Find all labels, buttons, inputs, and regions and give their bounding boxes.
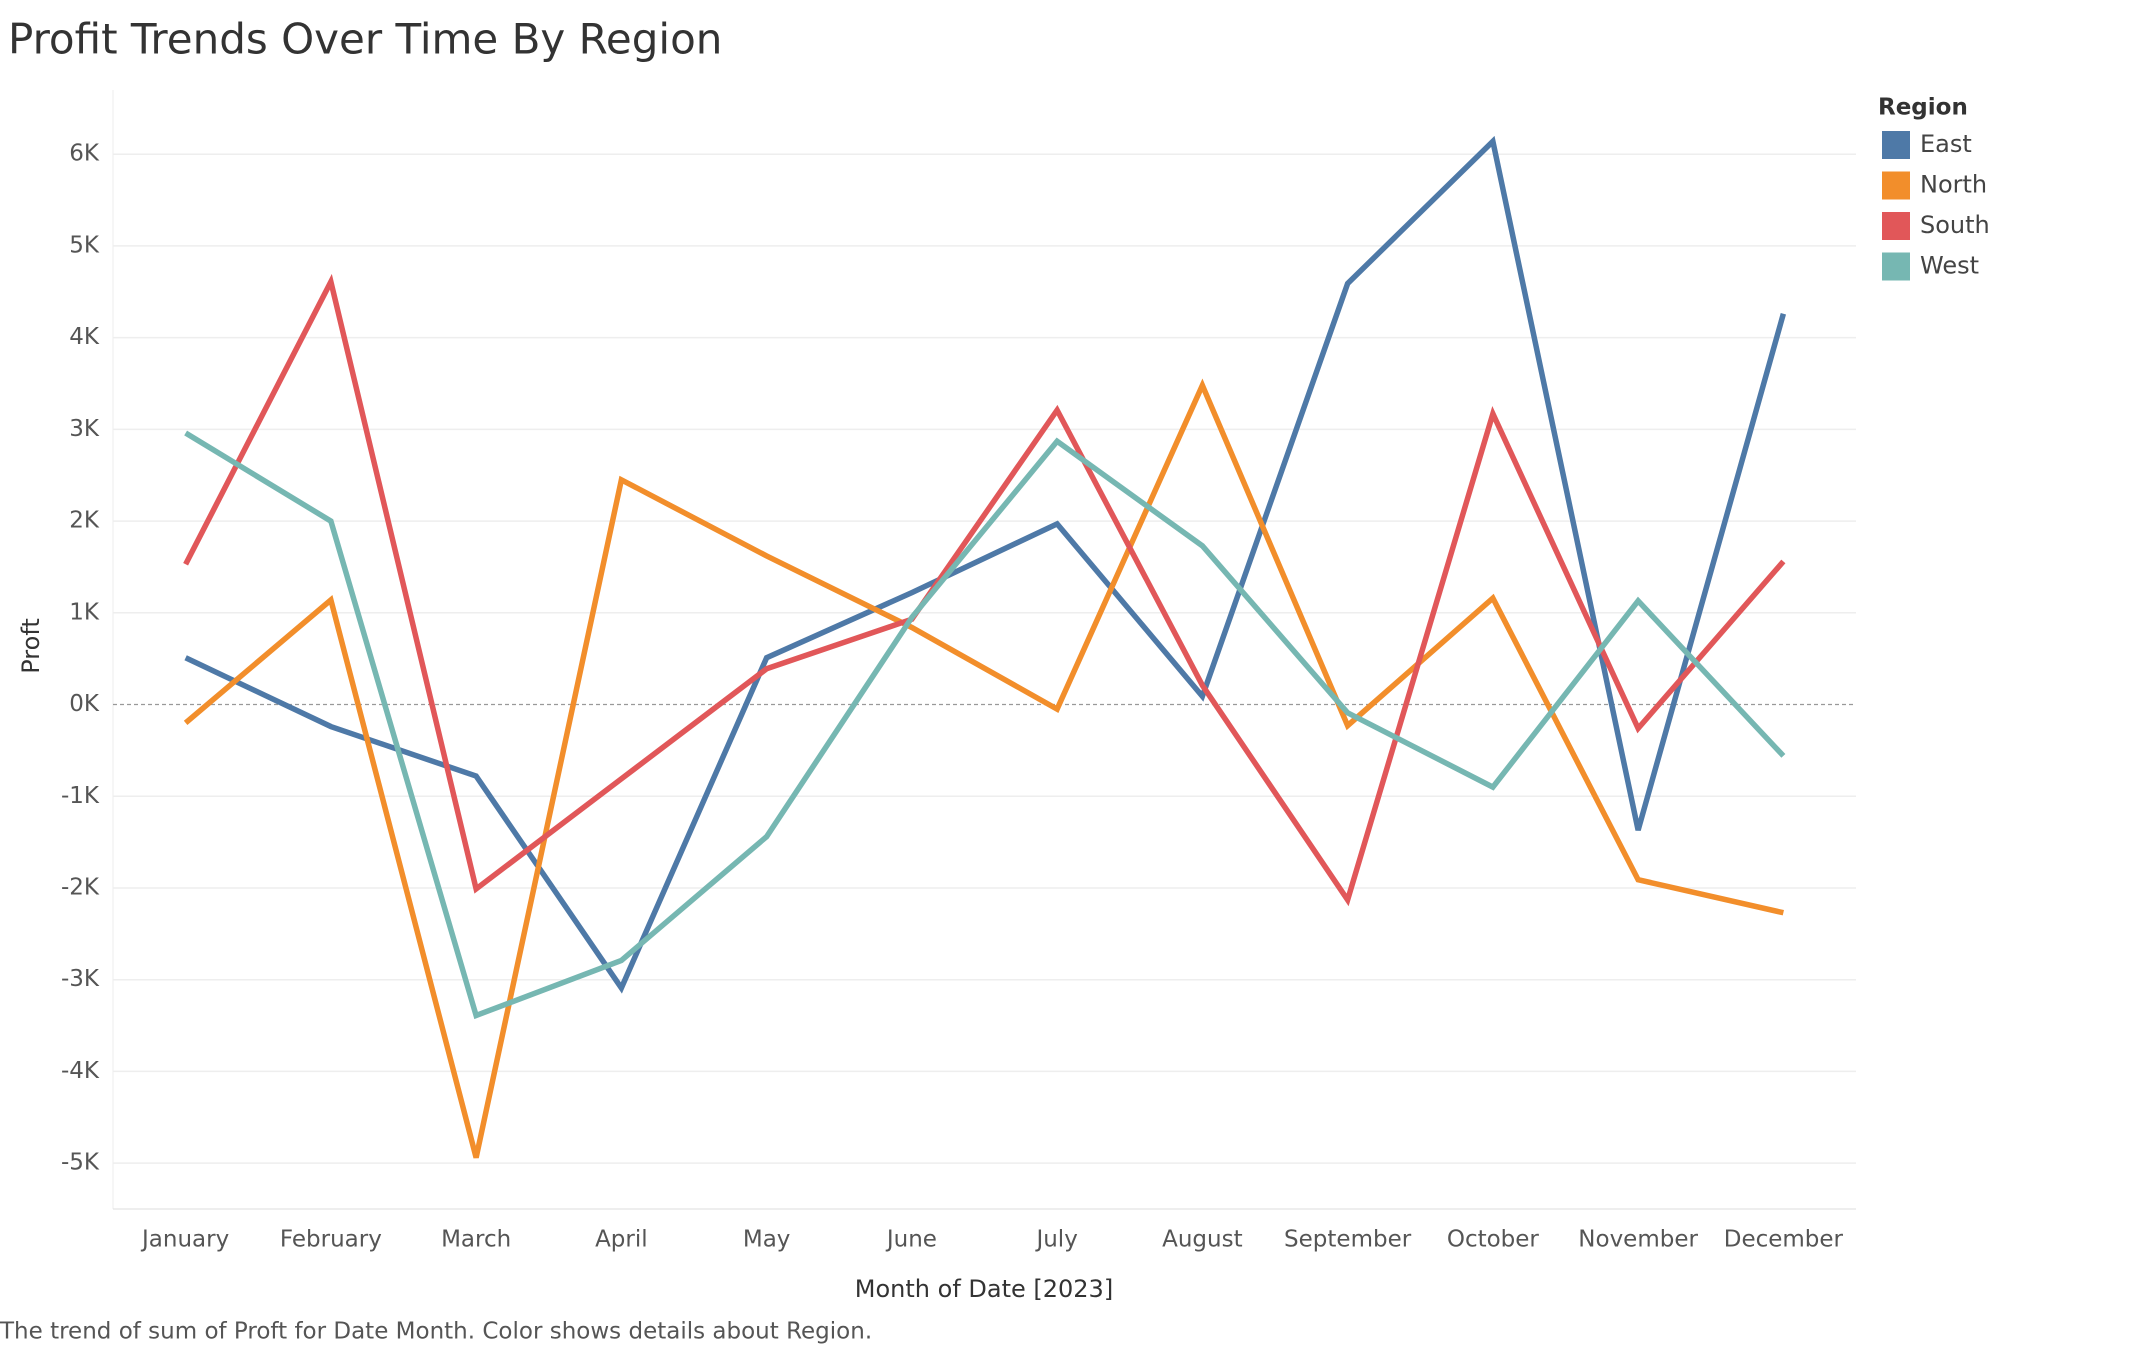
x-tick-label: January: [140, 1227, 229, 1253]
y-tick-label: -1K: [61, 783, 100, 809]
y-tick-label: 4K: [69, 324, 100, 350]
y-tick-label: -2K: [61, 874, 100, 900]
x-tick-label: July: [1034, 1227, 1077, 1253]
chart-title: Profit Trends Over Time By Region: [8, 15, 722, 64]
legend-swatch: [1882, 212, 1910, 240]
x-axis-label: Month of Date [2023]: [855, 1275, 1113, 1303]
y-tick-label: 3K: [69, 416, 100, 442]
x-tick-label: September: [1284, 1227, 1412, 1253]
y-tick-label: 1K: [69, 599, 100, 625]
legend-label: North: [1920, 171, 1987, 199]
y-tick-label: 0K: [69, 691, 100, 717]
legend-swatch: [1882, 171, 1910, 200]
y-tick-label: -4K: [61, 1058, 100, 1084]
x-tick-label: May: [743, 1227, 791, 1253]
y-tick-label: -3K: [61, 966, 100, 992]
legend-title: Region: [1878, 95, 1968, 121]
legend-swatch: [1882, 252, 1910, 281]
line-series: [184, 135, 1787, 994]
x-tick-label: August: [1162, 1227, 1243, 1253]
caption: The trend of sum of Proft for Date Month…: [0, 1319, 872, 1345]
legend-label: West: [1920, 252, 1979, 280]
line-series: [184, 430, 1786, 1020]
x-tick-label: November: [1578, 1227, 1698, 1253]
line-series: [183, 273, 1786, 907]
y-tick-label: 5K: [69, 232, 100, 258]
line-series: [183, 378, 1784, 1159]
legend-label: South: [1920, 211, 1990, 239]
x-tick-label: October: [1447, 1227, 1540, 1253]
x-tick-label: April: [595, 1227, 648, 1253]
x-tick-label: June: [885, 1227, 937, 1253]
x-tick-label: March: [441, 1227, 511, 1253]
y-axis-label: Proft: [17, 618, 45, 674]
y-tick-label: 6K: [69, 141, 100, 167]
x-tick-label: December: [1724, 1227, 1844, 1253]
legend-label: East: [1920, 130, 1972, 158]
x-tick-label: February: [280, 1227, 382, 1253]
y-tick-label: -5K: [61, 1150, 100, 1176]
y-tick-label: 2K: [69, 508, 100, 534]
legend-swatch: [1882, 131, 1910, 159]
